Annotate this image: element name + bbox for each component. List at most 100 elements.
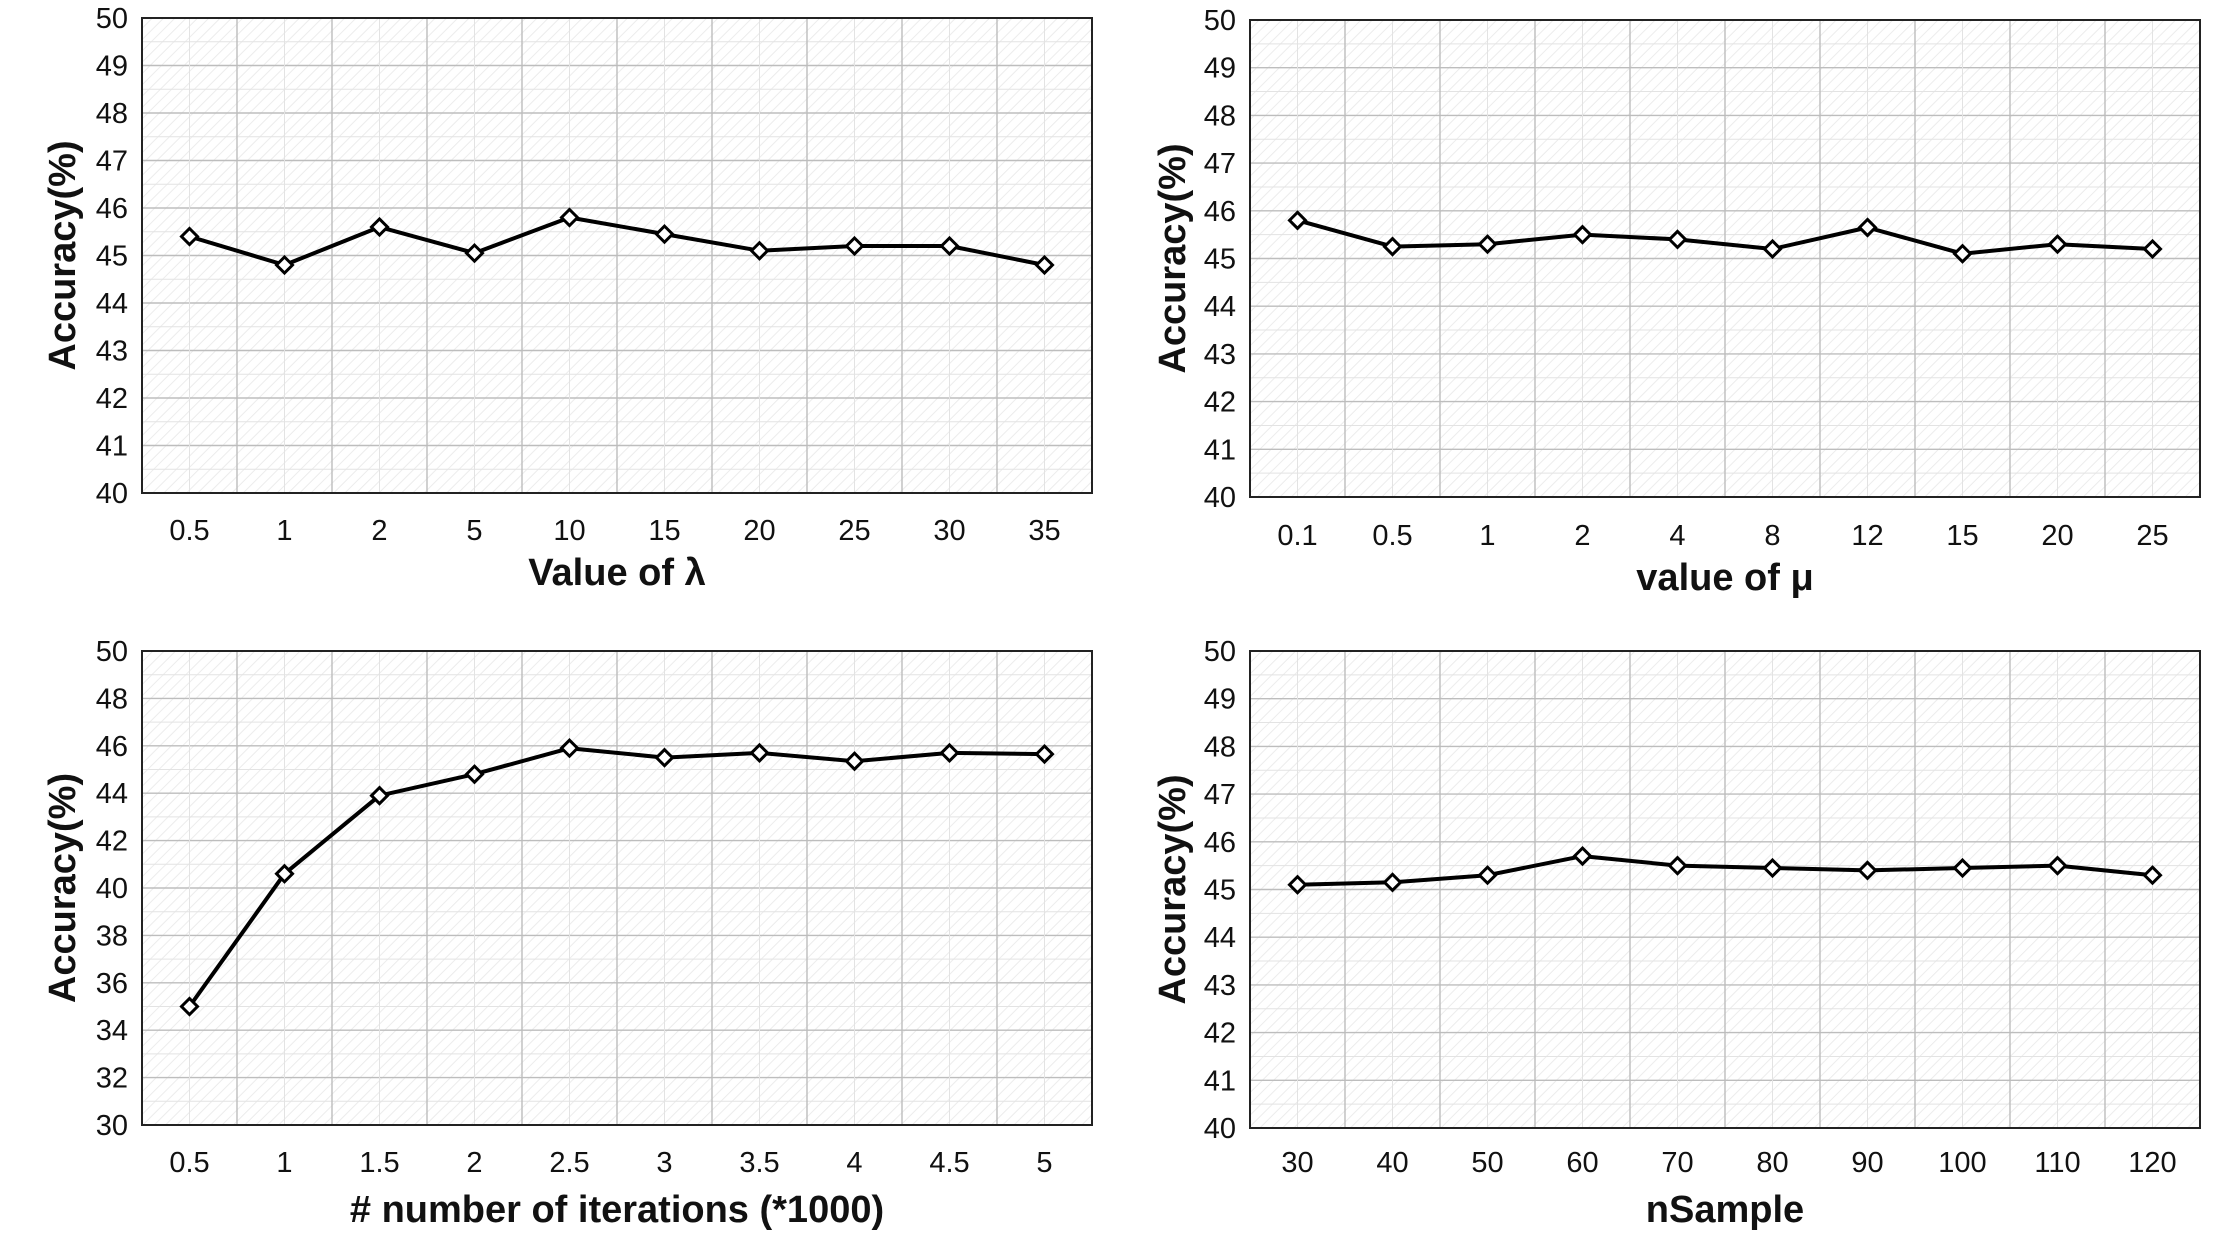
y-tick-label: 50	[96, 3, 128, 35]
x-tick-label: 20	[2041, 520, 2073, 552]
y-tick-label: 38	[96, 920, 128, 952]
y-tick-label: 47	[1204, 148, 1236, 180]
chart-panel-nsample: 40 41 42 43 44 45 46 47 48 49 50 30 40 50 60 70 80 90 100 1…	[1152, 636, 2201, 1231]
y-tick-label: 50	[1204, 636, 1236, 668]
data-point	[464, 243, 485, 264]
data-point	[1857, 860, 1878, 881]
x-tick-label: 0.5	[169, 515, 209, 547]
data-point	[654, 747, 675, 768]
y-tick-label: 48	[96, 98, 128, 130]
x-tick-label: 0.5	[1372, 520, 1412, 552]
x-axis-label: # number of iterations (*1000)	[350, 1189, 884, 1231]
y-axis-label: Accuracy(%)	[42, 773, 84, 1003]
y-axis-label: Accuracy(%)	[1152, 143, 1194, 373]
data-point	[1762, 238, 1783, 260]
x-tick-label: 8	[1764, 520, 1780, 552]
x-tick-label: 110	[2034, 1147, 2080, 1179]
x-tick-label: 2.5	[549, 1147, 589, 1179]
y-tick-label: 40	[1204, 482, 1236, 514]
data-point	[274, 863, 295, 884]
data-point	[274, 254, 295, 276]
y-tick-label: 41	[1204, 1065, 1236, 1097]
y-tick-label: 48	[1204, 731, 1236, 763]
y-tick-label: 49	[1204, 53, 1236, 85]
data-point	[2142, 865, 2163, 886]
y-tick-label: 49	[1204, 684, 1236, 716]
y-tick-label: 42	[1204, 1018, 1236, 1050]
y-tick-label: 47	[96, 146, 128, 178]
x-tick-label: 2	[1574, 520, 1590, 552]
x-tick-label: 30	[1281, 1147, 1313, 1179]
data-point	[1857, 217, 1878, 238]
y-tick-label: 34	[96, 1015, 128, 1047]
y-tick-label: 44	[1204, 291, 1236, 323]
data-point	[1667, 855, 1688, 876]
y-tick-label: 44	[1204, 922, 1236, 954]
series-line	[188, 215, 1045, 267]
y-tick-label: 42	[96, 383, 128, 415]
data-point	[939, 742, 960, 764]
data-point	[1572, 845, 1593, 867]
data-point	[1477, 234, 1498, 255]
data-point	[1477, 865, 1498, 886]
data-point	[844, 751, 865, 772]
y-tick-label: 43	[1204, 970, 1236, 1002]
series-line	[187, 746, 1045, 1008]
x-tick-label: 10	[553, 515, 585, 547]
y-tick-label: 45	[1204, 875, 1236, 907]
x-tick-label: 15	[648, 515, 680, 547]
y-tick-label: 41	[1204, 434, 1236, 466]
x-tick-label: 20	[743, 515, 775, 547]
y-tick-label: 49	[96, 51, 128, 83]
y-tick-label: 46	[1204, 827, 1236, 859]
data-point	[844, 235, 865, 257]
data-point	[179, 996, 200, 1017]
x-axis-label: nSample	[1646, 1189, 1804, 1231]
y-tick-label: 50	[96, 636, 128, 668]
y-tick-label: 30	[96, 1110, 128, 1142]
y-tick-label: 41	[96, 431, 128, 463]
y-tick-label: 44	[96, 288, 128, 320]
plot-border	[1249, 19, 2201, 498]
data-point	[654, 224, 675, 245]
x-tick-label: 2	[466, 1147, 482, 1179]
data-point	[1762, 857, 1783, 879]
plot-border	[141, 650, 1093, 1126]
x-tick-label: 30	[933, 515, 965, 547]
data-point	[179, 226, 200, 247]
data-point	[1382, 236, 1403, 257]
y-tick-label: 46	[96, 731, 128, 763]
data-point	[1034, 743, 1055, 765]
x-tick-label: 15	[1946, 520, 1978, 552]
y-tick-label: 43	[96, 336, 128, 368]
data-point	[559, 207, 580, 228]
x-tick-label: 25	[2136, 520, 2168, 552]
x-tick-label: 1	[1479, 520, 1495, 552]
x-tick-label: 3	[656, 1147, 672, 1179]
data-point	[2047, 855, 2068, 876]
y-tick-label: 42	[1204, 387, 1236, 419]
data-point	[1034, 254, 1055, 276]
x-tick-label: 3.5	[739, 1147, 779, 1179]
y-tick-label: 43	[1204, 339, 1236, 371]
data-point	[1952, 857, 1973, 879]
data-point	[1952, 243, 1973, 264]
plot-border	[141, 17, 1093, 494]
x-tick-label: 25	[838, 515, 870, 547]
x-tick-label: 2	[371, 515, 387, 547]
x-tick-label: 40	[1376, 1147, 1408, 1179]
data-point	[1287, 210, 1308, 231]
y-tick-label: 40	[96, 873, 128, 905]
data-point	[559, 738, 580, 759]
y-tick-label: 40	[96, 478, 128, 510]
x-tick-label: 70	[1661, 1147, 1693, 1179]
y-tick-label: 42	[96, 826, 128, 858]
x-tick-label: 4	[846, 1147, 862, 1179]
data-point	[749, 742, 770, 764]
series-line	[1296, 218, 2153, 256]
x-tick-label: 90	[1851, 1147, 1883, 1179]
x-tick-label: 0.5	[169, 1147, 209, 1179]
